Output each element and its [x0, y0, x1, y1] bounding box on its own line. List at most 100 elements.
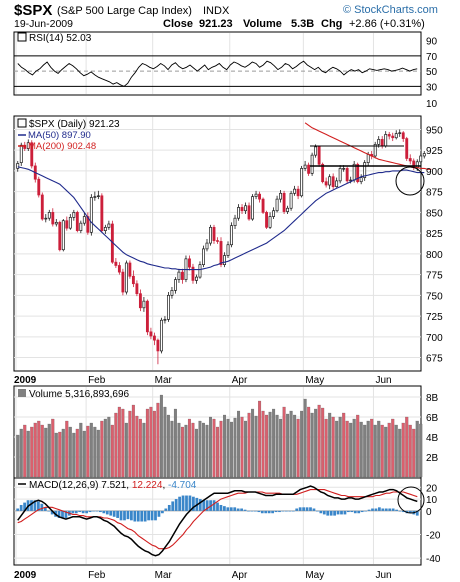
candle-body — [16, 163, 20, 169]
volume-bar — [201, 422, 205, 478]
volume-bar — [187, 418, 191, 478]
rsi-y-tick: 50 — [426, 67, 438, 78]
candle-body — [230, 225, 233, 246]
volume-bar — [30, 426, 34, 478]
price-x-label: Mar — [155, 375, 173, 386]
volume-bar — [366, 420, 370, 478]
candle-body — [149, 331, 153, 337]
price-y-tick: 800 — [426, 250, 443, 261]
candle-body — [394, 133, 398, 139]
macd-histogram-bar — [171, 501, 175, 511]
macd-y-tick: -40 — [426, 554, 441, 565]
candle-body — [163, 319, 167, 321]
macd-histogram-bar — [274, 510, 278, 513]
volume-bar — [373, 424, 377, 478]
macd-histogram-bar — [350, 510, 354, 513]
volume-bar — [100, 420, 104, 478]
volume-bar — [338, 416, 342, 478]
candle-body — [387, 134, 391, 137]
macd-histogram-bar — [216, 502, 219, 511]
price-x-label: May — [305, 375, 324, 386]
macd-histogram-bar — [81, 510, 85, 514]
macd-histogram-bar — [154, 510, 157, 521]
rsi-line — [17, 60, 418, 87]
volume-y-tick: 8B — [426, 393, 439, 404]
macd-x-label: Feb — [88, 570, 106, 581]
volume-bar — [230, 421, 234, 478]
candle-body — [82, 216, 86, 224]
volume-bar — [321, 407, 325, 478]
volume-legend: Volume 5,316,893,696 — [18, 389, 130, 400]
macd-histogram-bar — [64, 510, 68, 518]
volume-bar — [72, 432, 76, 478]
candle-body — [219, 241, 223, 266]
macd-histogram-bar — [336, 510, 340, 515]
volume-bar — [89, 422, 93, 478]
rsi-y-tick: 90 — [426, 37, 438, 48]
macd-histogram-bar — [247, 510, 250, 512]
volume-bar — [303, 398, 307, 478]
rsi-legend-swatch — [17, 32, 27, 42]
price-legend-swatch — [17, 118, 27, 128]
price-y-tick: 725 — [426, 312, 443, 323]
macd-histogram-bar — [236, 508, 240, 511]
macd-histogram-bar — [50, 510, 54, 515]
candle-body — [289, 192, 293, 209]
volume-bar — [152, 410, 156, 478]
macd-histogram-bar — [267, 510, 271, 514]
candle-body — [233, 217, 237, 227]
volume-bar — [149, 406, 153, 478]
price-title: $SPX (Daily) 921.23 — [29, 119, 120, 130]
candle-body — [258, 193, 261, 200]
candle-body — [366, 153, 370, 163]
macd-histogram-bar — [105, 510, 109, 515]
volume-label: Volume — [243, 18, 282, 30]
candle-body — [174, 279, 177, 291]
macd-histogram-bar — [157, 510, 161, 517]
candle-body — [251, 196, 254, 220]
macd-histogram-bar — [340, 510, 343, 515]
macd-histogram-bar — [188, 495, 192, 511]
volume-bar — [58, 431, 62, 478]
macd-histogram-bar — [281, 510, 285, 512]
volume-bar — [23, 424, 27, 478]
candle-body — [131, 275, 135, 285]
macd-histogram-bar — [143, 510, 147, 522]
volume-bar — [300, 410, 304, 478]
macd-histogram-bar — [178, 496, 181, 511]
candle-body — [384, 134, 388, 147]
volume-bar — [198, 420, 202, 478]
volume-bar — [356, 414, 360, 478]
macd-histogram-bar — [161, 510, 164, 514]
candle-body — [401, 132, 405, 139]
candle-body — [47, 212, 51, 219]
volume-bar — [237, 410, 241, 478]
watermark[interactable]: © StockCharts.com — [343, 4, 438, 16]
macd-histogram-bar — [30, 500, 33, 511]
volume-bar — [16, 434, 20, 478]
macd-histogram-bar — [205, 500, 209, 511]
candle-body — [96, 195, 100, 197]
macd-histogram-bar — [85, 510, 88, 514]
candle-body — [244, 205, 247, 212]
volume-bar — [296, 418, 300, 478]
volume-legend-swatch — [18, 389, 26, 397]
candle-body — [303, 164, 307, 169]
candle-body — [247, 205, 251, 220]
volume-bar — [324, 418, 328, 478]
rsi-y-tick: 70 — [426, 52, 438, 63]
volume-bar — [40, 424, 44, 478]
macd-histogram-bar — [223, 506, 226, 511]
macd-histogram-bar — [322, 510, 326, 515]
symbol-title: $SPX — [14, 2, 52, 19]
macd-histogram-bar — [264, 510, 268, 514]
macd-histogram-bar — [364, 510, 367, 512]
volume-bar — [370, 418, 374, 478]
macd-histogram-bar — [185, 495, 188, 511]
price-annotation-circle — [395, 166, 425, 196]
candle-body — [391, 135, 395, 139]
candle-body — [40, 194, 44, 220]
macd-histogram-bar — [285, 510, 288, 512]
volume-bar — [138, 418, 142, 478]
volume-bar — [412, 428, 416, 478]
